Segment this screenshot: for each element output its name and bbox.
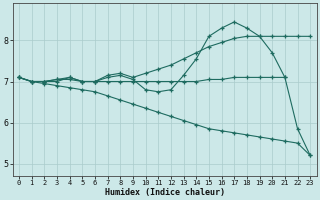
X-axis label: Humidex (Indice chaleur): Humidex (Indice chaleur) [105,188,225,197]
